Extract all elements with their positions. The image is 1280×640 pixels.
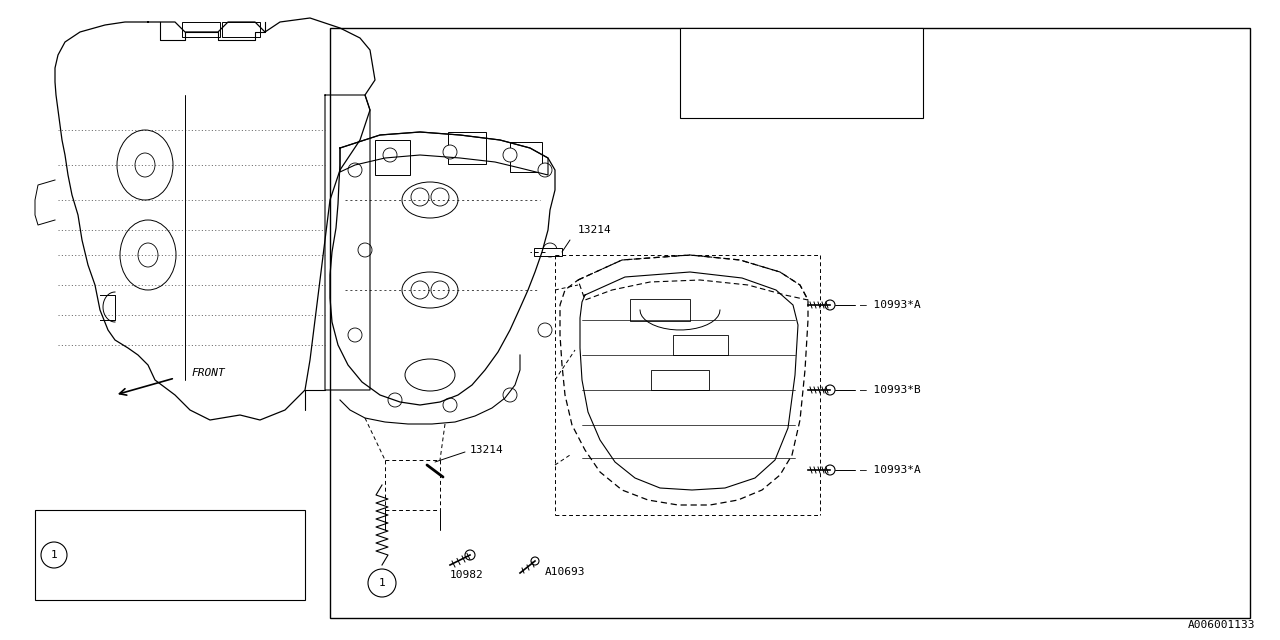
Bar [330, 28, 1251, 618]
Text: ( -’04MY): ( -’04MY) [845, 38, 906, 48]
Circle shape [348, 163, 362, 177]
Bar [509, 142, 541, 172]
Ellipse shape [404, 359, 454, 391]
Text: 11039: 11039 [698, 38, 731, 48]
Ellipse shape [402, 182, 458, 218]
Circle shape [369, 569, 396, 597]
Circle shape [543, 243, 557, 257]
Bar [680, 28, 923, 118]
Circle shape [465, 550, 475, 560]
Circle shape [826, 385, 835, 395]
Text: FRONT: FRONT [192, 368, 225, 378]
Text: – 10993*A: – 10993*A [860, 300, 920, 310]
Circle shape [411, 188, 429, 206]
Circle shape [503, 148, 517, 162]
Text: 11063: 11063 [698, 98, 731, 108]
Bar [182, 22, 220, 37]
Bar [375, 140, 410, 175]
Text: <RH>: <RH> [774, 68, 801, 78]
Text: – 10993*A: – 10993*A [860, 465, 920, 475]
Circle shape [443, 145, 457, 159]
Circle shape [443, 398, 457, 412]
Ellipse shape [402, 272, 458, 308]
Ellipse shape [134, 153, 155, 177]
Bar [448, 132, 486, 164]
Circle shape [503, 388, 517, 402]
Circle shape [388, 393, 402, 407]
Bar [630, 299, 690, 321]
Bar [672, 335, 727, 355]
Circle shape [411, 281, 429, 299]
Text: <LH>: <LH> [774, 98, 801, 108]
Text: – 10993*B: – 10993*B [860, 385, 920, 395]
Circle shape [431, 281, 449, 299]
Circle shape [431, 188, 449, 206]
Ellipse shape [120, 220, 177, 290]
Text: 10982: 10982 [451, 570, 484, 580]
Text: 11039: 11039 [698, 68, 731, 78]
Text: 1: 1 [51, 550, 58, 560]
Circle shape [383, 148, 397, 162]
Text: A91039 ( -’05MY0504): A91039 ( -’05MY0504) [79, 529, 204, 540]
Text: A10693: A10693 [545, 567, 585, 577]
Text: ('05MY- ): ('05MY- ) [845, 83, 906, 93]
Ellipse shape [116, 130, 173, 200]
Bar [221, 22, 260, 37]
Text: A91055 (’05MY0504-): A91055 (’05MY0504-) [79, 571, 197, 580]
Circle shape [538, 323, 552, 337]
Ellipse shape [138, 243, 157, 267]
Circle shape [358, 243, 372, 257]
Text: <RH&LH>: <RH&LH> [764, 38, 812, 48]
Text: A006001133: A006001133 [1188, 620, 1254, 630]
Circle shape [826, 465, 835, 475]
Bar [35, 510, 305, 600]
Bar [652, 370, 709, 390]
Circle shape [826, 300, 835, 310]
Text: 13214: 13214 [579, 225, 612, 235]
Circle shape [531, 557, 539, 565]
Text: 1: 1 [379, 578, 385, 588]
Text: 13214: 13214 [470, 445, 504, 455]
Circle shape [41, 542, 67, 568]
Circle shape [348, 328, 362, 342]
Circle shape [538, 163, 552, 177]
Bar [534, 248, 562, 256]
